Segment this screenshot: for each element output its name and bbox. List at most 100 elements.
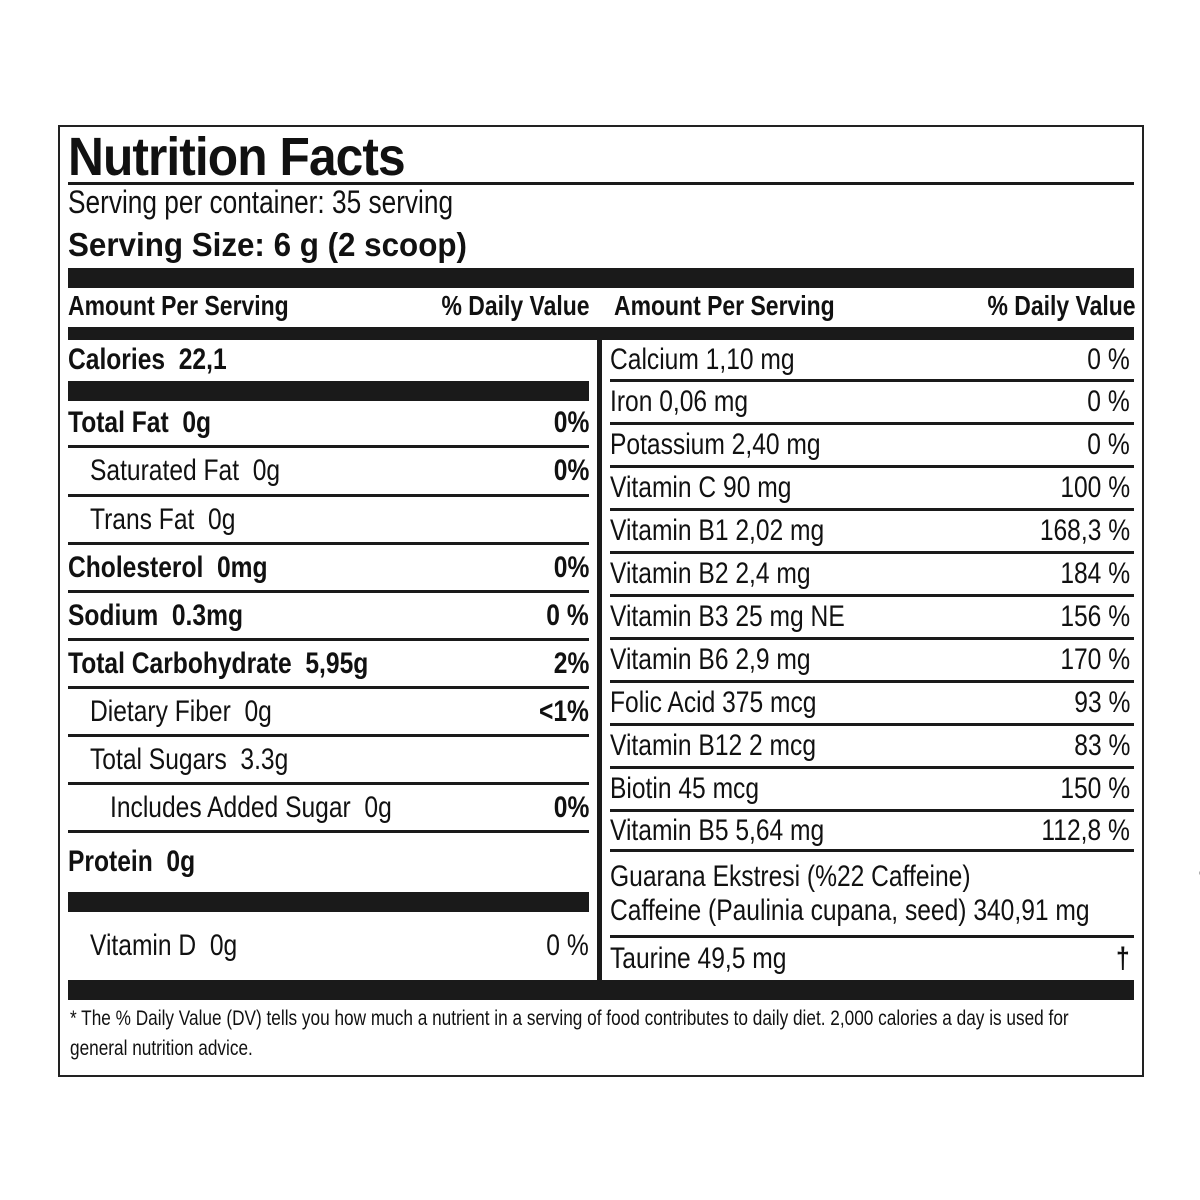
nutrient-row: Guarana Ekstresi (%22 Caffeine) Caffeine …	[610, 852, 1200, 938]
heading: % Daily Value	[400, 290, 590, 322]
nutrient-text: Vitamin B2 2,4 mg	[610, 557, 811, 590]
daily-value: 184 %	[1060, 557, 1130, 590]
nutrient-text: Vitamin B6 2,9 mg	[610, 643, 811, 676]
nutrient-name: Iron 0,06 mg	[610, 385, 778, 419]
rule	[68, 182, 1134, 185]
nutrient-line: Vitamin B2 2,4 mg	[610, 557, 855, 591]
nutrient-row: Vitamin B3 25 mg NE 156 %	[610, 597, 1134, 640]
nutrient-row: Vitamin B1 2,02 mg 168,3 %	[610, 511, 1134, 554]
nutrient-amount: 5,95g	[305, 646, 369, 680]
nutrient-line: Calcium 1,10 mg	[610, 343, 835, 377]
thick-rule	[68, 892, 589, 912]
nutrient-row: Vitamin C 90 mg 100 %	[610, 468, 1134, 511]
nutrient-name: Potassium 2,40 mg	[610, 428, 867, 462]
thick-rule	[68, 980, 1134, 1000]
nutrient-row: Vitamin B6 2,9 mg 170 %	[610, 640, 1134, 683]
daily-value: 0%	[553, 550, 589, 584]
serving-size-text: Serving Size: 6 g (2 scoop)	[68, 226, 467, 263]
nutrient-name: Biotin 45 mcg	[610, 772, 792, 806]
daily-value: 83 %	[1073, 729, 1130, 762]
nutrient-name: Dietary Fiber 0g	[90, 695, 272, 729]
nutrient-name: Saturated Fat 0g	[90, 454, 280, 488]
daily-value: <1%	[539, 694, 589, 728]
nutrient-row: Vitamin B5 5,64 mg 112,8 %	[610, 812, 1134, 852]
daily-value: 100 %	[1060, 471, 1130, 504]
nutrient-amount: 0g	[208, 502, 236, 536]
nutrient-row: Total Fat 0g 0%	[68, 400, 589, 448]
daily-value: 2%	[553, 646, 589, 680]
daily-value: 0 %	[546, 598, 589, 632]
thick-rule	[68, 381, 589, 401]
nutrient-name: Protein 0g	[68, 845, 195, 879]
daily-value: 93 %	[1073, 686, 1130, 719]
nutrient-text: Vitamin C 90 mg	[610, 471, 792, 504]
nutrient-line: Caffeine (Paulinia cupana, seed) 340,91 …	[610, 894, 1195, 928]
nutrient-name: Vitamin B5 5,64 mg	[610, 814, 871, 848]
nutrient-label: Total Carbohydrate	[68, 646, 292, 680]
nutrient-row: Potassium 2,40 mg 0 %	[610, 425, 1134, 468]
nutrient-name: Vitamin B12 2 mcg	[610, 729, 861, 763]
nutrient-line: Potassium 2,40 mg	[610, 428, 867, 462]
nutrient-text: Potassium 2,40 mg	[610, 428, 821, 461]
nutrient-line: Vitamin B3 25 mg NE	[610, 600, 896, 634]
heading: Amount Per Serving	[68, 290, 337, 322]
nutrient-amount: 0g	[182, 405, 212, 439]
nutrient-line: Biotin 45 mcg	[610, 772, 792, 806]
nutrient-name: Vitamin D 0g	[90, 929, 237, 963]
nutrient-line: Folic Acid 375 mcg	[610, 686, 862, 720]
nutrient-line: Vitamin C 90 mg	[610, 471, 831, 505]
daily-value: 112,8 %	[1041, 813, 1130, 847]
nutrient-label: Vitamin D	[90, 929, 197, 962]
nutrient-name: Vitamin B3 25 mg NE	[610, 600, 896, 634]
daily-value: 150 %	[1060, 772, 1130, 805]
heading: Amount Per Serving	[614, 290, 883, 322]
nutrient-amount: 0g	[244, 694, 272, 728]
daily-value: 0 %	[1087, 342, 1130, 376]
nutrient-name: Calories 22,1	[68, 343, 227, 377]
nutrient-line: Vitamin B5 5,64 mg	[610, 814, 871, 848]
daily-value: †	[1116, 942, 1130, 975]
nutrient-row: Taurine 49,5 mg †	[610, 938, 1134, 980]
nutrient-row: Vitamin D 0g 0 %	[68, 912, 589, 980]
nutrient-row: Dietary Fiber 0g <1%	[68, 689, 589, 737]
nutrient-row: Vitamin B12 2 mcg 83 %	[610, 726, 1134, 769]
thick-rule	[68, 268, 1134, 288]
nutrient-amount: 0g	[166, 845, 196, 878]
nutrient-row: Iron 0,06 mg 0 %	[610, 382, 1134, 425]
nutrient-line: Taurine 49,5 mg	[610, 942, 825, 976]
nutrient-name: Folic Acid 375 mcg	[610, 686, 862, 720]
nutrient-amount: 22,1	[178, 343, 227, 376]
nutrient-name: Total Sugars 3.3g	[90, 743, 288, 777]
nutrient-label: Cholesterol	[68, 550, 204, 584]
title-text: Nutrition Facts	[68, 127, 406, 187]
nutrient-amount: 0mg	[216, 550, 268, 584]
nutrient-line: Vitamin B12 2 mcg	[610, 729, 861, 763]
nutrient-row: Folic Acid 375 mcg 93 %	[610, 683, 1134, 726]
nutrient-text: Caffeine (Paulinia cupana, seed) 340,91 …	[610, 893, 1090, 927]
nutrient-label: Calories	[68, 343, 166, 376]
nutrient-label: Protein	[68, 845, 153, 878]
nutrient-label: Saturated Fat	[90, 454, 240, 487]
nutrient-text: Taurine 49,5 mg	[610, 942, 787, 975]
nutrient-amount: 0g	[252, 454, 281, 487]
label-border	[58, 125, 1144, 1077]
nutrient-amount: 0g	[364, 790, 392, 824]
nutrient-label: Sodium	[68, 598, 159, 632]
nutrient-name: Vitamin C 90 mg	[610, 471, 831, 505]
nutrient-name: Taurine 49,5 mg	[610, 942, 825, 976]
nutrient-name: Total Fat 0g	[68, 406, 211, 440]
nutrient-line: Vitamin B1 2,02 mg	[610, 514, 871, 548]
servings-text: Serving per container: 35 serving	[68, 184, 454, 220]
heading-text: % Daily Value	[987, 290, 1136, 321]
nutrient-line: Iron 0,06 mg	[610, 385, 778, 419]
thick-rule	[68, 327, 1134, 340]
nutrient-text: Folic Acid 375 mcg	[610, 686, 817, 719]
nutrient-name: Vitamin B1 2,02 mg	[610, 514, 871, 548]
daily-value: 168,3 %	[1039, 514, 1130, 547]
nutrient-text: Iron 0,06 mg	[610, 385, 749, 418]
daily-value: 0%	[553, 405, 589, 439]
nutrient-row: Total Sugars 3.3g	[68, 737, 589, 785]
nutrient-label: Total Sugars	[90, 742, 227, 776]
daily-value: 0 %	[1087, 428, 1130, 461]
